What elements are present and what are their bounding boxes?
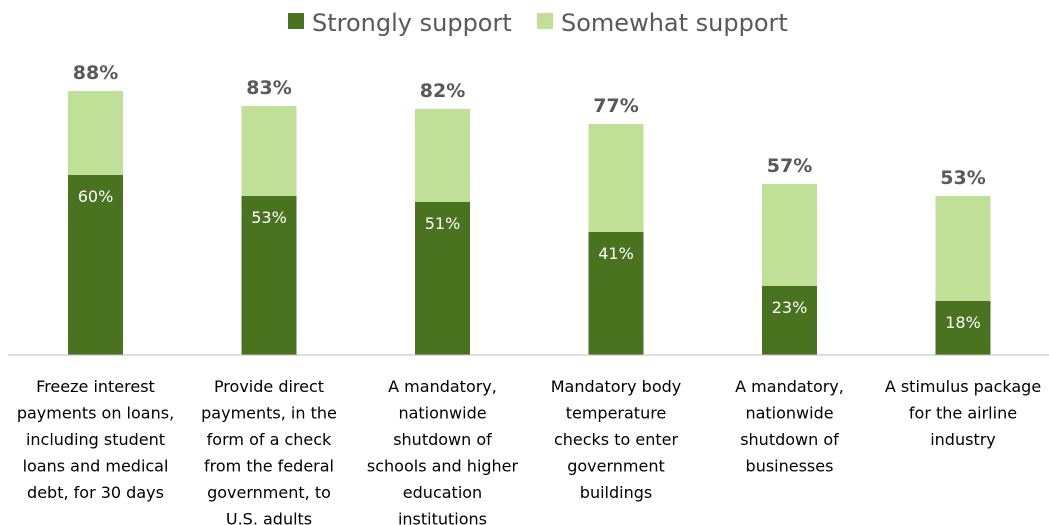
plot-area: 60% 88% 53% 83% 51% 82% 41% 77% 23% 57% 18% 53% bbox=[68, 62, 991, 355]
category-label-line: A mandatory, bbox=[388, 377, 497, 396]
category-label: A mandatory, nationwide shutdown of busines… bbox=[735, 377, 844, 476]
bar-strongly-support bbox=[588, 232, 644, 355]
bar-strongly-support bbox=[415, 202, 470, 355]
bar-somewhat-support bbox=[588, 124, 644, 232]
bar-somewhat-support bbox=[935, 196, 991, 301]
category-label-line: from the federal bbox=[204, 457, 334, 476]
category-label-line: nationwide bbox=[398, 404, 486, 423]
category-label-line: nationwide bbox=[745, 404, 833, 423]
bar-somewhat-support bbox=[241, 106, 297, 196]
legend-label-strongly-support: Strongly support bbox=[312, 9, 512, 37]
data-label-strongly-support: 60% bbox=[78, 187, 114, 206]
bar-strongly-support bbox=[68, 175, 123, 355]
data-label-total: 57% bbox=[767, 155, 812, 177]
data-label-total: 53% bbox=[940, 167, 985, 189]
category-labels: Freeze interest payments on loans, includi… bbox=[17, 377, 1041, 525]
category-label-line: for the airline bbox=[909, 404, 1017, 423]
category-label: A mandatory, nationwide shutdown of schools… bbox=[367, 377, 519, 525]
bar-strongly-support bbox=[762, 286, 817, 355]
category-label-line: checks to enter bbox=[554, 430, 679, 449]
legend-swatch-strongly-support bbox=[288, 13, 304, 29]
category-label-line: education bbox=[403, 483, 482, 502]
data-label-total: 77% bbox=[593, 95, 638, 117]
category-label-line: government bbox=[567, 457, 665, 476]
bar-somewhat-support bbox=[415, 109, 470, 202]
category-label-line: businesses bbox=[746, 457, 834, 476]
legend: Strongly support Somewhat support bbox=[288, 9, 788, 37]
category-label-line: shutdown of bbox=[393, 430, 492, 449]
category-label: Provide direct payments, in the form of a … bbox=[201, 377, 337, 525]
category-label-line: temperature bbox=[566, 404, 667, 423]
category-label-line: Freeze interest bbox=[36, 377, 155, 396]
category-label-line: loans and medical bbox=[23, 457, 169, 476]
category-label-line: payments, in the bbox=[201, 404, 337, 423]
category-label-line: A mandatory, bbox=[735, 377, 844, 396]
data-label-strongly-support: 23% bbox=[772, 298, 808, 317]
category-label: Mandatory body temperature checks to enter… bbox=[551, 377, 681, 502]
legend-swatch-somewhat-support bbox=[537, 13, 553, 29]
category-label-line: buildings bbox=[580, 483, 652, 502]
category-label-line: institutions bbox=[398, 510, 487, 525]
data-label-strongly-support: 18% bbox=[945, 313, 981, 332]
category-label-line: form of a check bbox=[207, 430, 332, 449]
bar-somewhat-support bbox=[762, 184, 817, 286]
category-label-line: shutdown of bbox=[740, 430, 839, 449]
legend-label-somewhat-support: Somewhat support bbox=[561, 9, 788, 37]
category-label-line: schools and higher bbox=[367, 457, 519, 476]
category-label-line: Provide direct bbox=[214, 377, 324, 396]
data-label-total: 82% bbox=[420, 80, 465, 102]
data-label-strongly-support: 41% bbox=[598, 244, 634, 263]
category-label-line: Mandatory body bbox=[551, 377, 681, 396]
category-label-line: government, to bbox=[207, 483, 331, 502]
data-label-total: 83% bbox=[246, 77, 291, 99]
category-label-line: U.S. adults bbox=[226, 510, 312, 525]
category-label-line: debt, for 30 days bbox=[27, 483, 164, 502]
category-label-line: payments on loans, bbox=[17, 404, 174, 423]
data-label-strongly-support: 53% bbox=[251, 208, 287, 227]
bar-strongly-support bbox=[241, 196, 297, 355]
bar-somewhat-support bbox=[68, 91, 123, 175]
category-label-line: A stimulus package bbox=[885, 377, 1041, 396]
data-label-total: 88% bbox=[73, 62, 118, 84]
category-label: A stimulus package for the airline industr… bbox=[885, 377, 1041, 449]
category-label-line: including student bbox=[26, 430, 165, 449]
bar-strongly-support bbox=[935, 301, 991, 355]
data-label-strongly-support: 51% bbox=[425, 214, 461, 233]
category-label: Freeze interest payments on loans, includi… bbox=[17, 377, 174, 502]
category-label-line: industry bbox=[930, 430, 996, 449]
